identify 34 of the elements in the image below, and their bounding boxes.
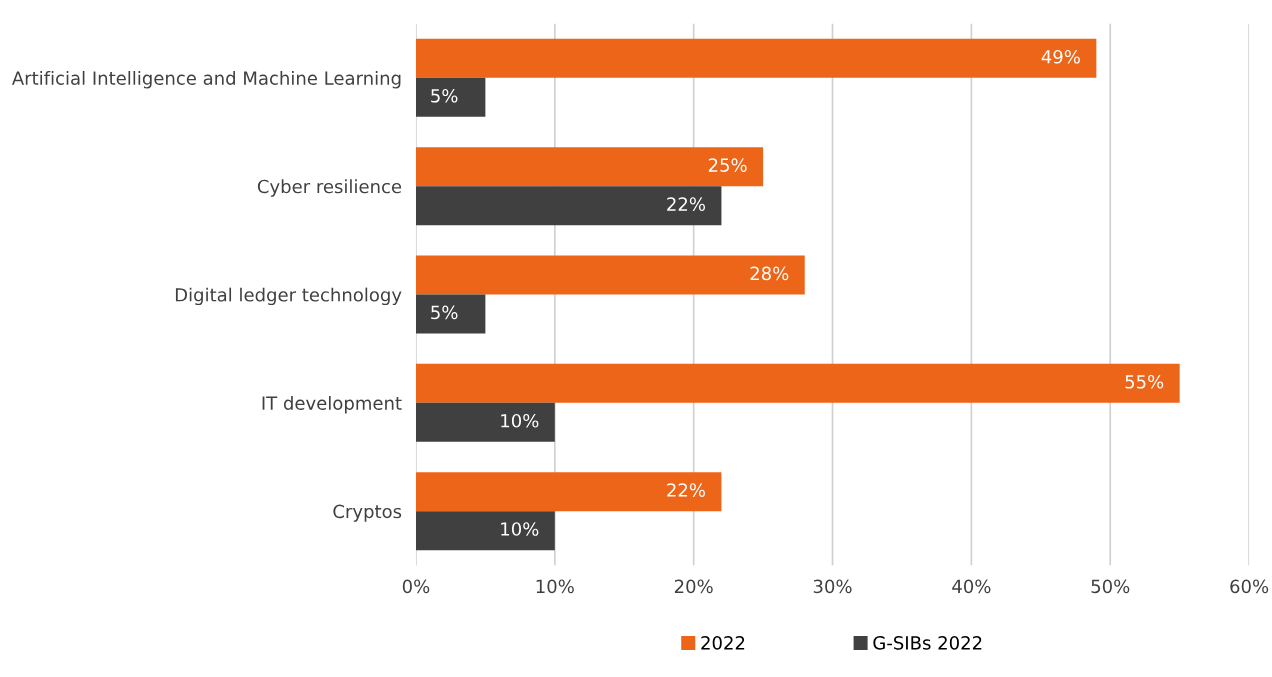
data-label: 5%	[431, 305, 458, 320]
data-label: 22%	[667, 197, 706, 211]
x-tick-label: 20%	[674, 579, 713, 594]
bar	[415, 402, 555, 442]
data-label: 55%	[1125, 374, 1164, 389]
data-label: 10%	[501, 522, 539, 536]
x-tick-label: 30%	[813, 579, 852, 594]
data-label: 10%	[501, 413, 539, 428]
bar	[415, 38, 1097, 78]
bar	[415, 472, 722, 512]
bar	[415, 511, 555, 551]
data-label: 49%	[1041, 49, 1080, 64]
y-tick-label: Cryptos	[333, 504, 402, 522]
bar	[415, 363, 1180, 403]
y-tick-label: IT development	[262, 395, 402, 414]
data-label: 22%	[667, 483, 706, 497]
bar	[415, 77, 486, 117]
bar	[415, 255, 805, 295]
x-tick-label: 0%	[402, 579, 430, 594]
legend-label: G-SIBs 2022	[873, 636, 982, 650]
legend-label: 2022	[701, 636, 745, 650]
x-tick-label: 60%	[1230, 579, 1269, 594]
bar	[415, 186, 722, 226]
bar	[415, 294, 486, 334]
x-tick-label: 40%	[952, 579, 991, 594]
data-label: 25%	[708, 158, 747, 172]
x-tick-label: 50%	[1091, 579, 1130, 594]
y-tick-label: Artificial Intelligence and Machine Learning	[11, 71, 401, 89]
y-tick-label: Cyber resilience	[257, 179, 402, 197]
data-label: 5%	[431, 88, 458, 103]
bar	[415, 147, 764, 187]
y-tick-label: Digital ledger technology	[175, 287, 402, 306]
x-tick-label: 10%	[536, 579, 574, 594]
data-label: 28%	[750, 266, 789, 281]
